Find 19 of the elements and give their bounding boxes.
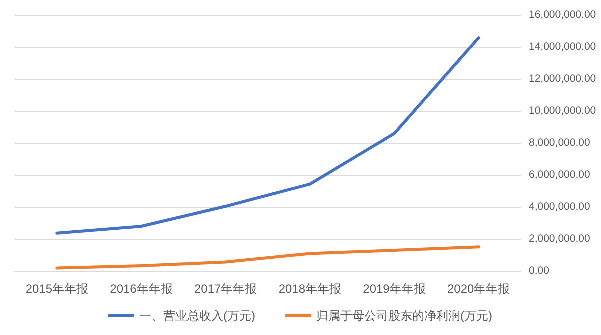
legend-label: 归属于母公司股东的净利润(万元) <box>316 309 492 323</box>
x-tick-label: 2019年年报 <box>363 282 426 296</box>
y-tick-label: 6,000,000.00 <box>529 169 590 181</box>
y-tick-label: 4,000,000.00 <box>529 201 590 213</box>
x-tick-label: 2016年年报 <box>110 282 173 296</box>
x-tick-label: 2015年年报 <box>26 282 89 296</box>
x-tick-label: 2017年年报 <box>194 282 258 296</box>
x-tick-label: 2020年年报 <box>447 282 510 296</box>
x-tick-label: 2018年年报 <box>278 282 342 296</box>
y-tick-label: 10,000,000.00 <box>529 105 596 117</box>
y-tick-label: 2,000,000.00 <box>529 233 590 245</box>
line-series <box>56 36 480 235</box>
y-tick-label: 16,000,000.00 <box>529 9 596 21</box>
y-tick-label: 8,000,000.00 <box>529 137 590 149</box>
legend-label: 一、营业总收入(万元) <box>140 309 256 323</box>
y-tick-label: 14,000,000.00 <box>529 41 596 53</box>
y-tick-label: 12,000,000.00 <box>529 73 596 85</box>
y-tick-label: 0.00 <box>529 265 550 277</box>
line-series <box>56 246 480 270</box>
